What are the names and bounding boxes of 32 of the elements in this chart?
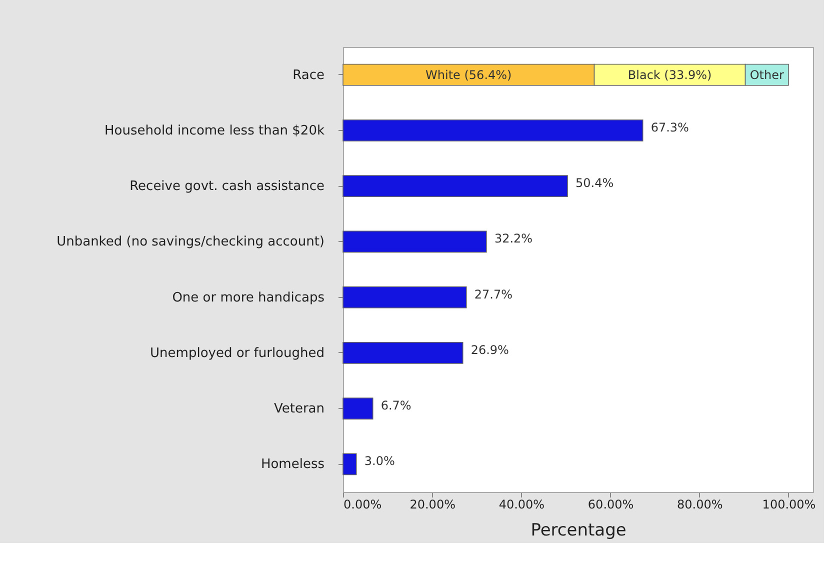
bar (342, 286, 467, 308)
data-label: 50.4% (576, 176, 614, 190)
bar (342, 453, 357, 476)
x-tick-label: 0.00% (344, 498, 382, 512)
bar (342, 398, 374, 420)
y-tick-label: Unemployed or furloughed (150, 346, 324, 361)
data-label: 6.7% (380, 398, 412, 413)
data-label: 67.3% (650, 120, 689, 134)
y-tick-label: Homeless (260, 457, 325, 472)
data-label: White (56.4%) (426, 68, 512, 82)
y-tick-label: Household income less than $20k (104, 123, 325, 138)
data-label: 27.7% (474, 287, 513, 302)
data-label: 3.0% (364, 454, 395, 468)
x-axis-title: Percentage (530, 520, 626, 540)
data-label: 32.2% (494, 232, 533, 246)
x-tick-label: 80.00% (677, 498, 723, 512)
y-tick-label: Unbanked (no savings/checking account) (56, 234, 324, 250)
x-tick-label: 40.00% (498, 498, 545, 512)
data-label: 26.9% (470, 342, 509, 357)
bar (342, 175, 568, 198)
y-tick-label: Veteran (274, 402, 324, 417)
bar (342, 342, 464, 364)
data-label: Black (33.9%) (628, 68, 712, 82)
y-tick-label: Race (292, 68, 324, 83)
bar (342, 230, 487, 253)
data-label: Other (750, 68, 784, 82)
y-tick-label: One or more handicaps (172, 290, 325, 306)
x-tick-label: 60.00% (588, 498, 634, 512)
y-tick-label: Receive govt. cash assistance (130, 179, 324, 194)
bar (342, 119, 644, 142)
x-tick-label: 100.00% (762, 498, 816, 512)
x-tick-label: 20.00% (410, 498, 456, 512)
